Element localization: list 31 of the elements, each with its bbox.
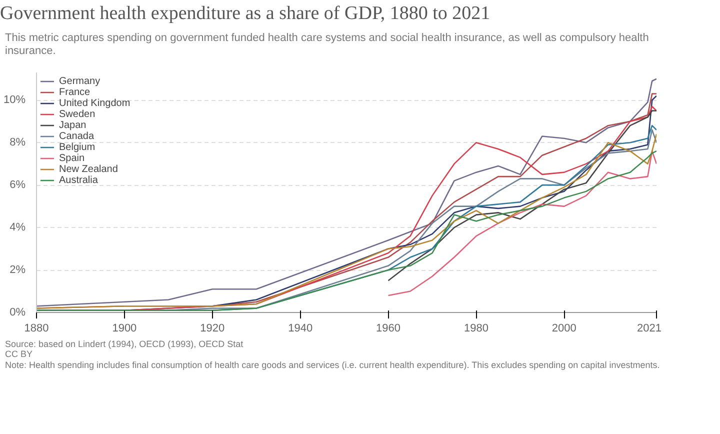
legend-label: United Kingdom	[59, 98, 130, 109]
legend-label: Spain	[59, 152, 85, 164]
chart-subtitle: This metric captures spending on government funded health care systems and social health insurance, as well as compulsory health insurance.	[5, 32, 650, 59]
line-series	[388, 150, 656, 296]
legend-label: New Zealand	[59, 164, 118, 175]
legend-label: Germany	[59, 76, 100, 87]
legend-label: France	[59, 86, 90, 98]
x-tick-label: 2000	[552, 322, 576, 334]
chart-title: Government health expenditure as a share of GDP, 1880 to 2021	[0, 2, 490, 26]
x-tick-label: 1940	[288, 322, 313, 334]
legend-label: Belgium	[59, 142, 96, 153]
text: CC BY	[5, 349, 33, 360]
x-tick-label: 1880	[24, 322, 49, 334]
y-tick-label: 0%	[10, 306, 26, 318]
y-tick-label: 2%	[10, 264, 26, 276]
y-tick-label: 10%	[3, 94, 26, 106]
line-series	[388, 110, 656, 281]
x-tick-label: 1960	[376, 322, 401, 334]
y-tick-label: 6%	[10, 178, 26, 191]
x-tick-label: 1920	[200, 322, 225, 334]
x-tick-label: 1980	[464, 322, 488, 334]
legend-label: Australia	[59, 174, 98, 186]
legend-label: Canada	[59, 130, 94, 142]
text: Note: Health spending includes final consumption of health care goods and services (i.e. current health expenditure). This excludes spending on capital investments.	[5, 360, 660, 370]
legend-label: Sweden	[59, 108, 96, 120]
y-tick-label: 8%	[10, 136, 26, 148]
y-tick-label: 4%	[10, 221, 26, 234]
x-tick-label: 1900	[112, 322, 137, 334]
legend-label: Japan	[59, 120, 86, 131]
source-note: Source: based on Lindert (1994), OECD (1993), OECD Stat	[5, 338, 244, 349]
x-tick-label: 2021	[637, 322, 662, 334]
